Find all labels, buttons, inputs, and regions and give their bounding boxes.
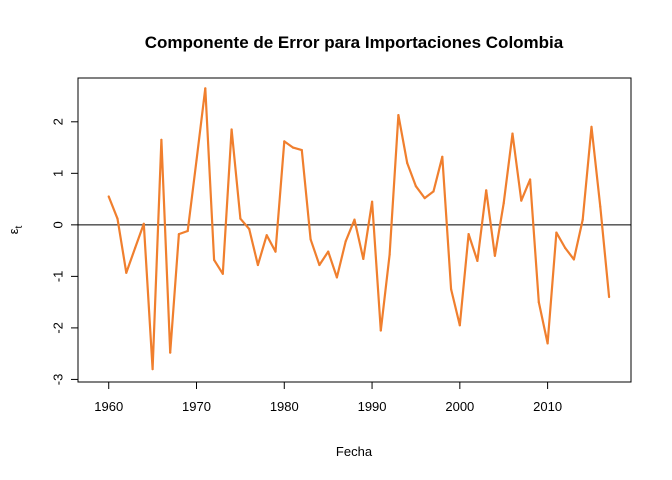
data-point — [125, 271, 128, 274]
data-point — [204, 87, 207, 90]
data-point — [371, 200, 374, 203]
data-point — [581, 218, 584, 221]
data-point — [520, 199, 523, 202]
x-tick-label: 2010 — [533, 399, 562, 414]
y-axis: -3 -2 -1 0 1 2 — [51, 118, 79, 385]
data-point — [107, 195, 110, 198]
y-tick-label: 2 — [51, 118, 66, 125]
data-point — [248, 227, 251, 231]
data-point — [265, 234, 268, 237]
data-point — [344, 240, 347, 243]
data-point — [432, 190, 435, 193]
data-point — [590, 125, 593, 128]
data-point — [564, 246, 567, 250]
data-point — [388, 253, 391, 256]
data-point — [256, 263, 259, 267]
data-point — [318, 263, 321, 267]
x-tick-label: 1990 — [358, 399, 387, 414]
series-line — [107, 87, 611, 371]
data-point — [142, 222, 145, 225]
data-point — [151, 368, 154, 371]
data-point — [441, 155, 444, 158]
data-point — [327, 250, 330, 253]
data-point — [511, 132, 514, 135]
data-point — [397, 114, 400, 117]
data-point — [502, 202, 505, 205]
data-point — [406, 161, 409, 165]
x-axis: 1960 1970 1980 1990 2000 2010 — [94, 381, 562, 414]
y-axis-label-main: ε — [6, 228, 21, 234]
data-point — [160, 138, 163, 141]
x-tick-label: 1980 — [270, 399, 299, 414]
data-point — [537, 301, 540, 304]
data-point — [134, 246, 137, 250]
data-point — [362, 257, 365, 260]
data-point — [467, 233, 470, 236]
data-point — [195, 159, 198, 162]
chart-title: Componente de Error para Importaciones C… — [145, 33, 564, 52]
y-tick-label: -1 — [51, 271, 66, 283]
data-point — [450, 288, 453, 291]
data-point — [239, 217, 242, 220]
y-tick-label: 1 — [51, 170, 66, 177]
y-axis-label: εt — [6, 225, 25, 234]
data-point — [414, 185, 417, 188]
data-point — [300, 149, 303, 152]
data-point — [169, 351, 172, 354]
x-axis-label: Fecha — [336, 444, 373, 459]
data-point — [335, 276, 338, 279]
data-point — [230, 128, 233, 131]
data-point — [283, 140, 286, 143]
data-point — [529, 178, 532, 181]
data-point — [485, 189, 488, 192]
data-point — [379, 329, 382, 332]
data-point — [292, 146, 295, 149]
y-tick-label: 0 — [51, 221, 66, 228]
data-point — [546, 342, 549, 345]
data-point — [555, 231, 558, 234]
data-point — [186, 229, 189, 233]
data-point — [458, 324, 461, 327]
y-tick-label: -3 — [51, 374, 66, 386]
data-point — [608, 295, 611, 299]
y-axis-label-subscript: t — [14, 225, 25, 228]
data-point — [309, 238, 312, 241]
data-point — [599, 205, 602, 208]
data-point — [476, 259, 479, 262]
data-point — [423, 197, 426, 200]
data-point — [177, 233, 180, 236]
x-tick-label: 1970 — [182, 399, 211, 414]
data-point — [353, 218, 356, 221]
x-tick-label: 2000 — [445, 399, 474, 414]
series-points — [107, 87, 611, 371]
data-point — [572, 258, 576, 261]
data-point — [493, 254, 496, 257]
data-point — [274, 250, 277, 253]
data-point — [116, 217, 119, 220]
data-point — [221, 272, 224, 275]
data-point — [213, 258, 216, 261]
y-tick-label: -2 — [51, 322, 66, 334]
x-tick-label: 1960 — [94, 399, 123, 414]
